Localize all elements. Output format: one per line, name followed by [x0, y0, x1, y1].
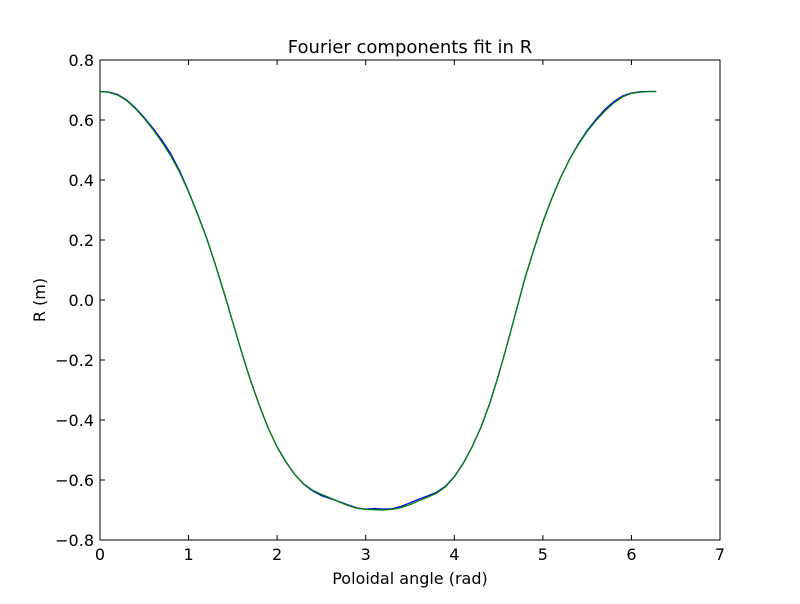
- x-tick-label: 2: [272, 545, 282, 564]
- y-tick-label: −0.4: [55, 411, 94, 430]
- x-tick-label: 1: [183, 545, 193, 564]
- x-tick-label: 7: [715, 545, 725, 564]
- y-tick-label: −0.2: [55, 351, 94, 370]
- y-tick-label: 0.2: [69, 231, 94, 250]
- x-tick-label: 4: [449, 545, 459, 564]
- y-axis-label: R (m): [30, 278, 49, 322]
- y-tick-label: 0.0: [69, 291, 94, 310]
- axis-ticks: 0 1 2 3 4 5 6 7 0.8 0.6 0.4 0.2 0.0 −0.2 −0.4 −0.6 −0.8: [55, 51, 725, 564]
- series-line-2: [99, 90, 657, 511]
- y-tick-label: −0.6: [55, 471, 94, 490]
- y-tick-label: 0.6: [69, 111, 94, 130]
- y-tick-label: −0.8: [55, 531, 94, 550]
- x-axis-label: Poloidal angle (rad): [332, 569, 488, 588]
- y-tick-label: 0.4: [69, 171, 94, 190]
- x-tick-label: 5: [538, 545, 548, 564]
- x-tick-label: 6: [626, 545, 636, 564]
- x-tick-label: 3: [361, 545, 371, 564]
- axes-frame: [99, 59, 721, 541]
- y-tick-label: 0.8: [69, 51, 94, 70]
- x-tick-label: 0: [95, 545, 105, 564]
- chart-title: Fourier components fit in R: [288, 37, 532, 58]
- series-layer: [99, 90, 657, 511]
